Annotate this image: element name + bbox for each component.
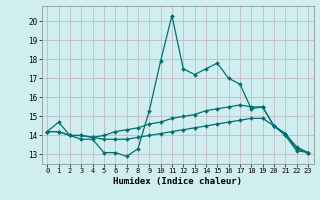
X-axis label: Humidex (Indice chaleur): Humidex (Indice chaleur) [113,177,242,186]
